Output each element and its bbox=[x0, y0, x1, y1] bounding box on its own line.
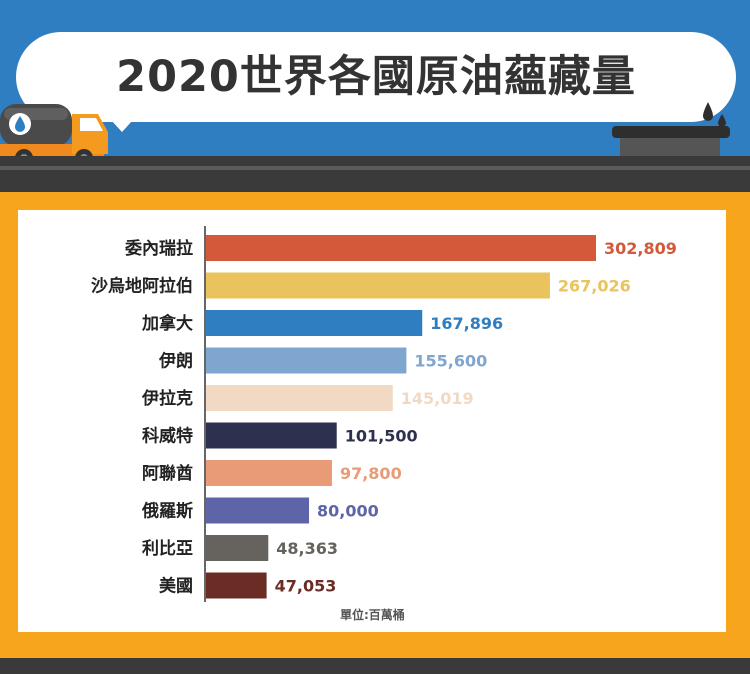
bar-7 bbox=[206, 497, 310, 524]
bar-3 bbox=[206, 347, 407, 374]
bar-4 bbox=[206, 385, 393, 411]
category-label: 伊朗 bbox=[158, 351, 193, 372]
value-label: 145,019 bbox=[401, 389, 474, 408]
bar-0 bbox=[206, 235, 596, 261]
speech-bubble-tail bbox=[100, 108, 144, 132]
bar-8 bbox=[206, 535, 269, 561]
unit-label: 單位:百萬桶 bbox=[340, 608, 405, 622]
road bbox=[0, 156, 750, 192]
value-label: 302,809 bbox=[604, 239, 677, 258]
value-label: 80,000 bbox=[317, 502, 379, 521]
category-label: 俄羅斯 bbox=[141, 501, 193, 522]
bar-1 bbox=[206, 272, 550, 299]
value-label: 267,026 bbox=[558, 277, 631, 296]
bar-6 bbox=[206, 460, 332, 486]
category-label: 伊拉克 bbox=[141, 388, 193, 409]
category-label: 加拿大 bbox=[141, 313, 193, 334]
header-banner: 2020世界各國原油蘊藏量 bbox=[0, 0, 750, 192]
value-label: 48,363 bbox=[276, 539, 338, 558]
bar-9 bbox=[206, 572, 267, 599]
value-label: 167,896 bbox=[430, 314, 503, 333]
title-speech-bubble bbox=[16, 32, 736, 122]
value-label: 155,600 bbox=[414, 352, 487, 371]
bar-5 bbox=[206, 422, 337, 449]
category-label: 委內瑞拉 bbox=[124, 238, 193, 259]
category-label: 沙烏地阿拉伯 bbox=[91, 276, 193, 297]
bottom-bar bbox=[0, 658, 750, 674]
value-label: 101,500 bbox=[345, 427, 418, 446]
bar-2 bbox=[206, 310, 423, 336]
value-label: 97,800 bbox=[340, 464, 402, 483]
page-title: 2020世界各國原油蘊藏量 bbox=[116, 52, 636, 102]
category-label: 科威特 bbox=[142, 426, 193, 447]
category-label: 阿聯酋 bbox=[142, 463, 193, 484]
road-stripe bbox=[0, 166, 750, 170]
category-label: 利比亞 bbox=[142, 538, 193, 559]
category-label: 美國 bbox=[159, 576, 193, 597]
value-label: 47,053 bbox=[275, 577, 337, 596]
